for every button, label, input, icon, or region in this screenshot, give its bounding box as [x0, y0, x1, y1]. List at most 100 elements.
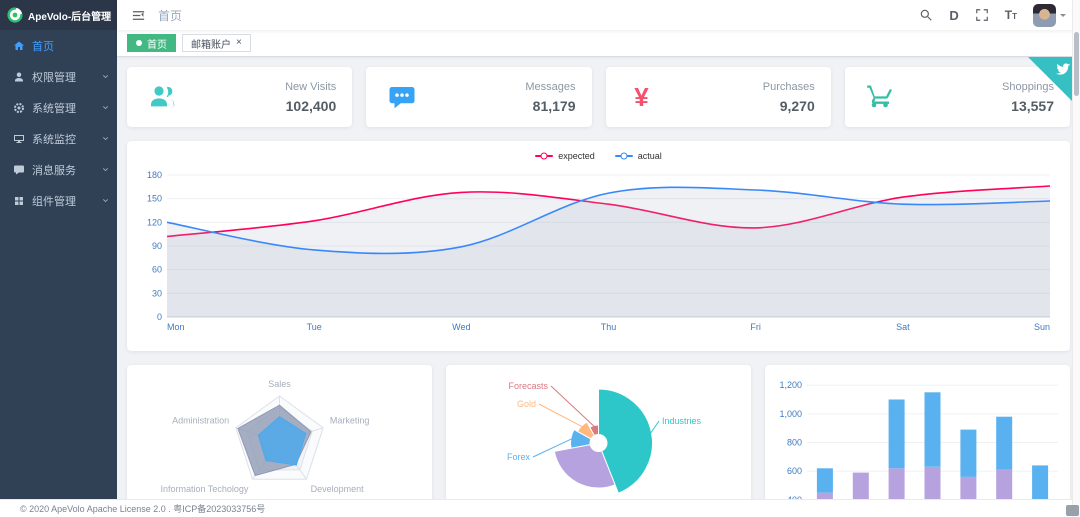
svg-text:Gold: Gold	[517, 399, 536, 409]
legend-marker	[614, 152, 633, 160]
tag-email-account[interactable]: 邮箱账户 ×	[182, 34, 251, 52]
bird-icon	[1054, 60, 1072, 83]
sidebar-item-label: 权限管理	[32, 71, 76, 84]
pie-chart: Industries Forex Gold Forecasts	[454, 373, 743, 507]
radar-chart-card: Sales Marketing Development Information Tec…	[127, 365, 432, 515]
pie-chart-svg: Industries Forex Gold Forecasts	[507, 381, 702, 494]
stat-card-purchases[interactable]: ¥ Purchases 9,270	[605, 67, 831, 127]
stat-value: 9,270	[779, 97, 815, 114]
legend-marker	[535, 152, 554, 160]
stat-meta: Purchases 9,270	[763, 81, 815, 114]
svg-text:Mon: Mon	[167, 322, 185, 332]
svg-text:Marketing: Marketing	[330, 416, 370, 426]
close-icon[interactable]: ×	[236, 37, 242, 48]
svg-text:Sat: Sat	[896, 322, 910, 332]
stat-meta: Messages 81,179	[525, 81, 575, 114]
legend-label: actual	[637, 151, 662, 161]
scrollbar-track[interactable]	[1072, 0, 1080, 517]
chevron-down-icon	[101, 196, 110, 205]
user-icon	[15, 72, 23, 81]
sidebar-nav: 首页 权限管理 系统管理 系统监控 消息服务	[0, 30, 117, 216]
svg-text:Wed: Wed	[452, 322, 470, 332]
legend-item-actual[interactable]: actual	[614, 151, 662, 161]
svg-text:Information Techology: Information Techology	[160, 484, 248, 494]
chevron-down-icon	[101, 134, 110, 143]
line-chart: 0 30 60 90 120 150 180 Mon Tue Wed Thu Fri Sat Sun	[137, 165, 1060, 333]
svg-text:Fri: Fri	[750, 322, 761, 332]
svg-text:600: 600	[787, 466, 802, 476]
search-icon[interactable]	[919, 8, 933, 22]
scrollbar-corner	[1066, 505, 1079, 516]
legend-item-expected[interactable]: expected	[535, 151, 595, 161]
tag-label: 邮箱账户	[191, 39, 231, 51]
stat-label: Messages	[525, 80, 576, 93]
sidebar-item-label: 组件管理	[32, 195, 76, 208]
scrollbar-thumb[interactable]	[1074, 32, 1079, 96]
chevron-down-icon	[101, 165, 110, 174]
sidebar-item-home[interactable]: 首页	[0, 30, 117, 61]
stat-card-new-visits[interactable]: New Visits 102,400	[127, 67, 353, 127]
corner-ribbon[interactable]	[1028, 57, 1074, 103]
svg-text:Thu: Thu	[601, 322, 617, 332]
fullscreen-icon[interactable]	[975, 8, 989, 22]
sidebar-item-monitor[interactable]: 系统监控	[0, 123, 117, 154]
gear-icon	[14, 102, 24, 113]
svg-text:120: 120	[147, 217, 162, 227]
docs-icon[interactable]: D	[949, 7, 959, 23]
home-icon	[14, 41, 24, 50]
svg-text:Administration: Administration	[172, 416, 229, 426]
people-icon	[143, 81, 183, 113]
message-icon	[14, 165, 24, 174]
top-navbar: 首页 D TT	[117, 0, 1080, 30]
stat-cards: New Visits 102,400 Messages 81,179 ¥	[127, 67, 1070, 127]
tag-active-dot	[136, 40, 142, 46]
sidebar-item-label: 首页	[32, 40, 54, 53]
svg-text:Tue: Tue	[307, 322, 322, 332]
chevron-down-icon	[101, 103, 110, 112]
svg-text:90: 90	[152, 241, 162, 251]
monitor-icon	[14, 134, 24, 143]
svg-text:180: 180	[147, 170, 162, 180]
svg-text:Forecasts: Forecasts	[508, 381, 548, 391]
pie-chart-card: Industries Forex Gold Forecasts	[446, 365, 751, 515]
footer-text: © 2020 ApeVolo Apache License 2.0 . 粤ICP…	[20, 504, 266, 514]
tags-bar: 首页 邮箱账户 ×	[117, 30, 1080, 57]
radar-chart-svg: Sales Marketing Development Information Tec…	[160, 379, 370, 494]
avatar[interactable]	[1033, 3, 1056, 27]
yen-icon: ¥	[634, 81, 649, 112]
hamburger-icon[interactable]	[131, 8, 146, 23]
breadcrumb[interactable]: 首页	[158, 8, 183, 23]
svg-text:0: 0	[157, 312, 162, 322]
sidebar-item-permissions[interactable]: 权限管理	[0, 61, 117, 92]
svg-text:60: 60	[152, 265, 162, 275]
logo-icon	[7, 7, 23, 23]
bottom-charts-row: Sales Marketing Development Information Tec…	[127, 365, 1070, 515]
sidebar-item-system[interactable]: 系统管理	[0, 92, 117, 123]
sidebar-item-label: 系统管理	[32, 102, 76, 115]
svg-text:Industries: Industries	[662, 416, 702, 426]
font-size-icon[interactable]: TT	[1004, 8, 1017, 22]
radar-chart: Sales Marketing Development Information Tec…	[135, 373, 424, 507]
app-logo[interactable]: ApeVolo-后台管理	[0, 0, 117, 30]
svg-text:Forex: Forex	[507, 452, 531, 462]
stat-value: 102,400	[285, 97, 337, 114]
chart-legend: expected actual	[137, 147, 1060, 165]
sidebar-item-message[interactable]: 消息服务	[0, 154, 117, 185]
tag-home[interactable]: 首页	[127, 34, 176, 52]
app-title: ApeVolo-后台管理	[28, 11, 112, 23]
line-chart-svg: 0 30 60 90 120 150 180 Mon Tue Wed Thu Fri Sat Sun	[147, 170, 1051, 332]
sidebar-item-components[interactable]: 组件管理	[0, 185, 117, 216]
stat-meta: New Visits 102,400	[285, 81, 336, 114]
stat-label: New Visits	[285, 80, 337, 93]
user-menu[interactable]	[1033, 3, 1066, 27]
message-bubble-icon	[382, 82, 422, 112]
stat-card-shoppings[interactable]: Shoppings 13,557	[844, 67, 1070, 127]
caret-down-icon	[1060, 13, 1066, 20]
stat-value: 81,179	[532, 97, 576, 114]
stat-card-messages[interactable]: Messages 81,179	[366, 67, 592, 127]
stat-label: Purchases	[762, 80, 815, 93]
components-icon	[15, 196, 23, 205]
page-footer: © 2020 ApeVolo Apache License 2.0 . 粤ICP…	[0, 499, 1080, 517]
